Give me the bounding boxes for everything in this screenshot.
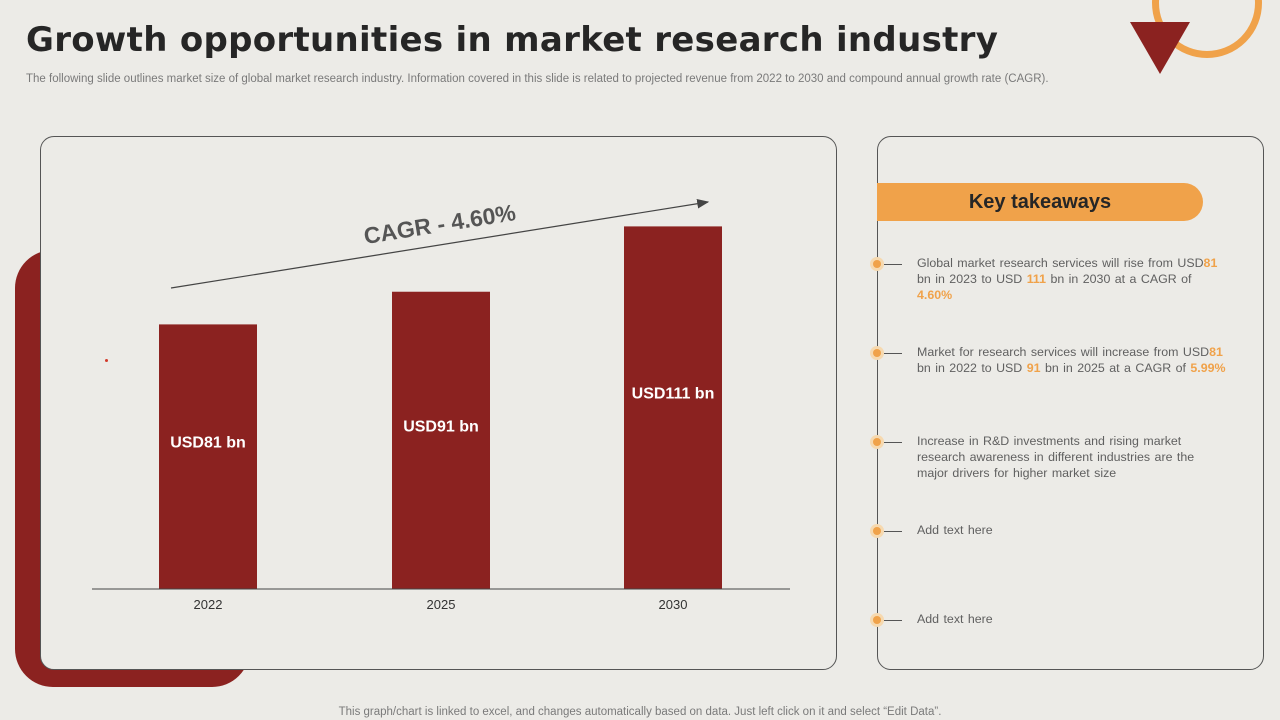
takeaways-panel xyxy=(877,136,1264,670)
highlight-value: 5.99% xyxy=(1190,361,1226,375)
footer-note: This graph/chart is linked to excel, and… xyxy=(338,706,942,718)
bar-2025 xyxy=(392,291,490,589)
highlight-value: 91 xyxy=(1026,361,1041,375)
connector-line xyxy=(884,530,902,532)
text-segment: Global market research services will ris… xyxy=(917,256,1204,270)
bullet-marker-icon xyxy=(870,435,884,449)
x-tick-label: 2025 xyxy=(427,597,456,612)
cagr-trend-arrow xyxy=(170,198,710,289)
bullet-marker-icon xyxy=(870,346,884,360)
cagr-annotation: CAGR - 4.60% xyxy=(362,199,518,249)
bar-2030 xyxy=(624,226,722,589)
page-title: Growth opportunities in market research … xyxy=(26,20,999,60)
x-tick-label: 2022 xyxy=(194,597,223,612)
page-subtitle: The following slide outlines market size… xyxy=(26,73,1049,85)
bullet-marker-icon xyxy=(870,524,884,538)
decorative-dot xyxy=(105,359,108,362)
decorative-triangle xyxy=(1130,22,1190,74)
takeaway-text[interactable]: Increase in R&D investments and rising m… xyxy=(917,433,1227,481)
text-segment: Add text here xyxy=(917,612,993,626)
text-segment: bn in 2030 at a CAGR of xyxy=(1046,272,1192,286)
takeaway-text[interactable]: Market for research services will increa… xyxy=(917,344,1227,376)
bullet-marker-icon xyxy=(870,613,884,627)
chart-panel[interactable]: USD81 bn 2022 USD91 bn 2025 USD111 bn 2030 CAG… xyxy=(40,136,837,670)
highlight-value: 81 xyxy=(1209,345,1223,359)
takeaway-text[interactable]: Add text here xyxy=(917,611,1227,627)
x-tick-label: 2030 xyxy=(659,597,688,612)
connector-line xyxy=(884,619,902,621)
text-segment: Increase in R&D investments and rising m… xyxy=(917,434,1195,480)
bar-2022 xyxy=(159,324,257,589)
highlight-value: 4.60% xyxy=(917,288,953,302)
connector-line xyxy=(884,352,902,354)
bar-data-label: USD91 bn xyxy=(403,418,479,435)
text-segment: bn in 2023 to USD xyxy=(917,272,1027,286)
text-segment: Add text here xyxy=(917,523,993,537)
text-segment: bn in 2025 at a CAGR of xyxy=(1040,361,1191,375)
bar-data-label: USD81 bn xyxy=(170,435,246,452)
highlight-value: 81 xyxy=(1203,256,1218,270)
connector-line xyxy=(884,263,902,265)
highlight-value: 111 xyxy=(1026,272,1047,286)
connector-line xyxy=(884,441,902,443)
takeaway-text[interactable]: Global market research services will ris… xyxy=(917,255,1227,303)
text-segment: Market for research services will increa… xyxy=(917,345,1210,359)
takeaways-header: Key takeaways xyxy=(877,183,1203,221)
bar-data-label: USD111 bn xyxy=(632,386,715,403)
takeaway-text[interactable]: Add text here xyxy=(917,522,1227,538)
bullet-marker-icon xyxy=(870,257,884,271)
bar-chart[interactable]: USD81 bn 2022 USD91 bn 2025 USD111 bn 2030 CAG… xyxy=(41,137,836,669)
text-segment: bn in 2022 to USD xyxy=(917,361,1027,375)
